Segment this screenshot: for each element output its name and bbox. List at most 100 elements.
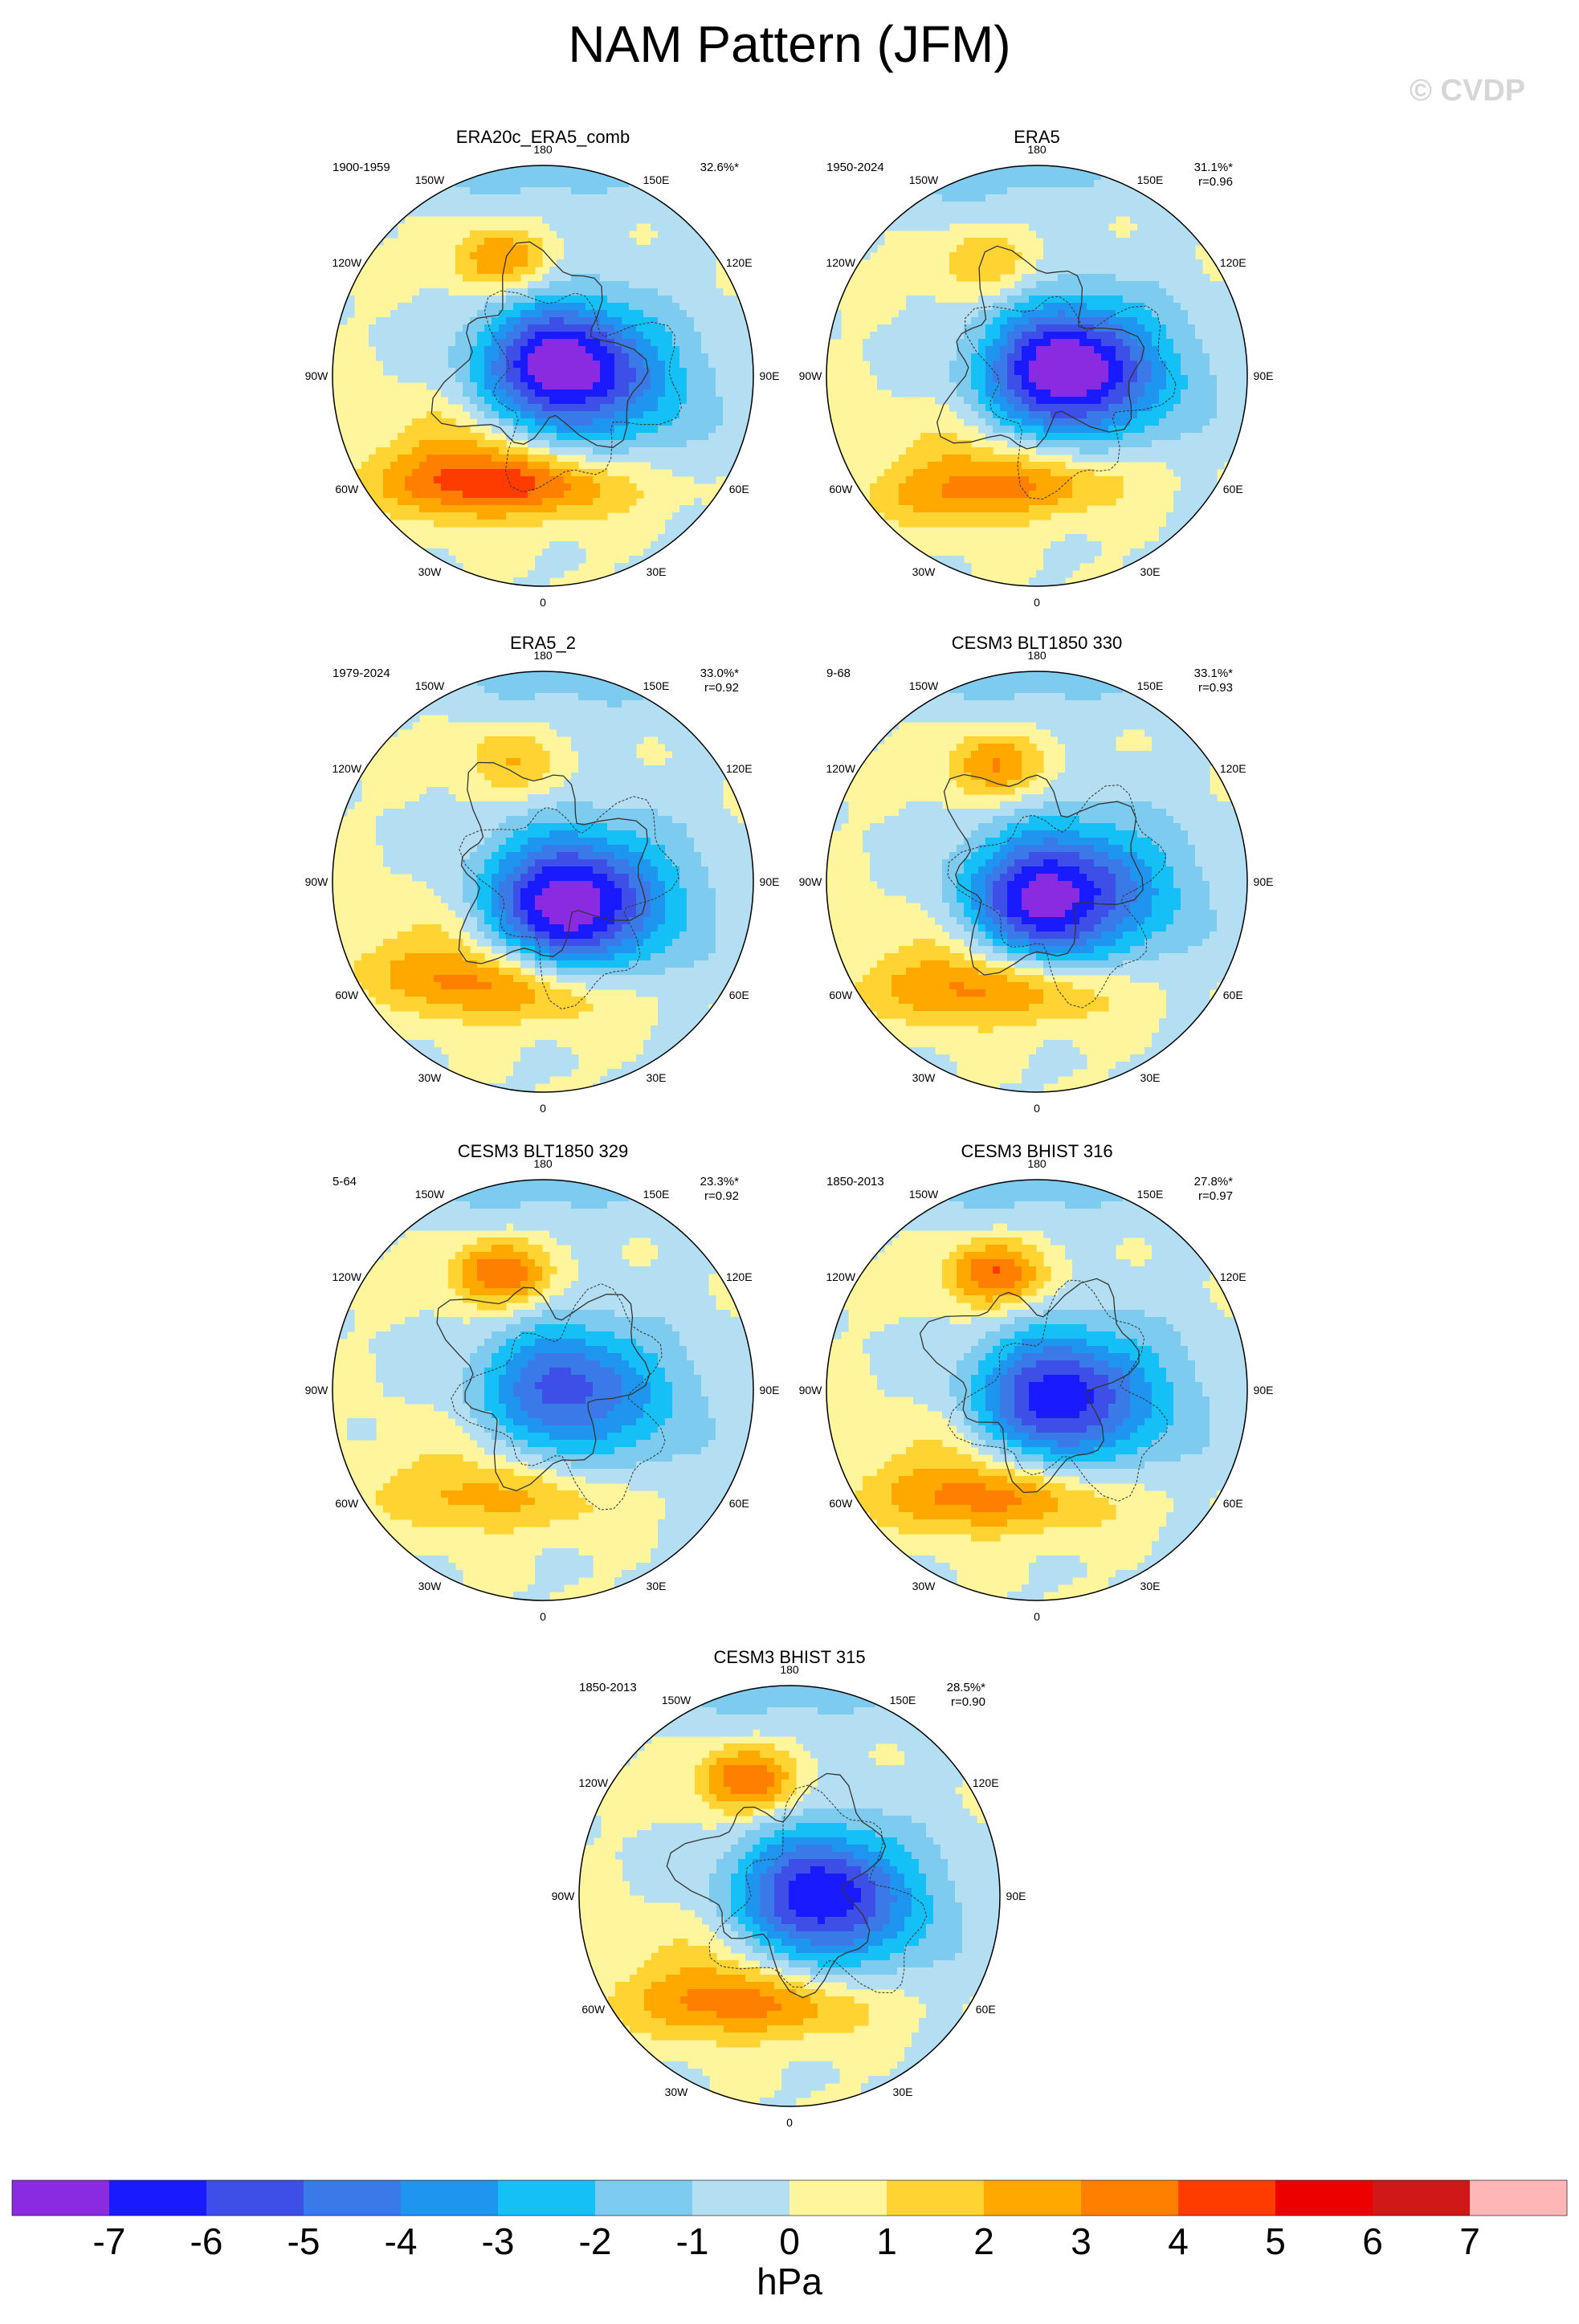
contour-cell xyxy=(448,794,456,802)
longitude-label: 120W xyxy=(332,256,361,269)
contour-cell xyxy=(694,751,702,759)
contour-cell xyxy=(1014,382,1022,390)
contour-cell xyxy=(549,830,557,838)
contour-cell xyxy=(412,303,420,311)
contour-cell xyxy=(600,223,608,231)
contour-cell xyxy=(1137,230,1145,239)
contour-cell xyxy=(1101,455,1109,463)
contour-cell xyxy=(571,816,579,824)
contour-cell xyxy=(426,801,435,809)
contour-cell xyxy=(455,505,463,513)
contour-cell xyxy=(651,281,659,289)
contour-cell xyxy=(607,433,615,441)
contour-cell xyxy=(549,787,557,795)
contour-cell xyxy=(1101,433,1109,441)
contour-cell xyxy=(935,447,943,455)
contour-cell xyxy=(1166,223,1174,231)
contour-cell xyxy=(383,223,391,231)
contour-cell xyxy=(578,404,586,412)
contour-cell xyxy=(694,267,702,275)
contour-cell xyxy=(1072,296,1080,304)
contour-cell xyxy=(1079,469,1087,477)
contour-cell xyxy=(906,209,914,217)
contour-cell xyxy=(470,404,478,412)
contour-cell xyxy=(672,462,680,470)
contour-cell xyxy=(1152,447,1160,455)
contour-cell xyxy=(723,296,731,304)
contour-cell xyxy=(434,548,442,557)
contour-cell xyxy=(412,476,420,484)
contour-cell xyxy=(1217,324,1225,332)
contour-cell xyxy=(884,216,892,224)
contour-cell xyxy=(964,332,972,340)
contour-cell xyxy=(913,353,921,361)
contour-cell xyxy=(492,520,500,528)
contour-cell xyxy=(1058,476,1066,484)
contour-cell xyxy=(448,389,456,398)
contour-cell xyxy=(1072,303,1080,311)
contour-cell xyxy=(470,230,478,239)
contour-cell xyxy=(1065,223,1073,231)
contour-cell xyxy=(694,288,702,296)
contour-cell xyxy=(636,187,644,195)
contour-cell xyxy=(985,462,994,470)
contour-cell xyxy=(557,505,565,513)
contour-cell xyxy=(899,462,907,470)
contour-cell xyxy=(1123,187,1131,195)
contour-cell xyxy=(672,324,680,332)
contour-cell xyxy=(694,758,702,766)
contour-cell xyxy=(506,455,514,463)
contour-cell xyxy=(448,418,456,426)
contour-cell xyxy=(1246,397,1247,405)
contour-cell xyxy=(578,411,586,419)
contour-cell xyxy=(593,751,601,759)
contour-cell xyxy=(1058,433,1066,441)
contour-cell xyxy=(1072,288,1080,296)
contour-cell xyxy=(434,823,442,831)
contour-cell xyxy=(506,361,514,369)
contour-cell xyxy=(448,801,456,809)
contour-cell xyxy=(1087,368,1095,376)
contour-cell xyxy=(528,707,536,716)
contour-cell xyxy=(513,679,521,687)
contour-cell xyxy=(665,534,673,542)
contour-cell xyxy=(1166,520,1174,528)
contour-cell xyxy=(405,823,413,831)
contour-cell xyxy=(535,491,543,499)
contour-cell xyxy=(564,686,572,694)
contour-cell xyxy=(928,368,936,376)
contour-cell xyxy=(614,252,622,260)
contour-cell xyxy=(1130,281,1138,289)
contour-cell xyxy=(723,368,731,376)
contour-cell xyxy=(571,744,579,752)
contour-cell xyxy=(600,397,608,405)
contour-cell xyxy=(593,216,601,224)
contour-cell xyxy=(629,700,637,708)
contour-cell xyxy=(730,332,738,340)
contour-cell xyxy=(1087,310,1095,318)
contour-cell xyxy=(1058,440,1066,448)
contour-cell xyxy=(629,252,637,260)
contour-cell xyxy=(499,751,507,759)
contour-cell xyxy=(1188,317,1196,325)
contour-cell xyxy=(737,332,745,340)
contour-cell xyxy=(549,194,557,202)
map-panels: 180150E120E90E60E30E030W60W90W120W150WER… xyxy=(305,127,1274,2129)
contour-cell xyxy=(593,223,601,231)
contour-cell xyxy=(949,361,957,369)
contour-cell xyxy=(1108,455,1116,463)
contour-cell xyxy=(542,801,550,809)
contour-cell xyxy=(585,173,594,181)
contour-cell xyxy=(1130,194,1138,202)
contour-cell xyxy=(1094,310,1102,318)
contour-cell xyxy=(964,404,972,412)
contour-cell xyxy=(1108,317,1116,325)
contour-cell xyxy=(463,801,471,809)
contour-cell xyxy=(455,823,463,831)
contour-cell xyxy=(513,707,521,716)
contour-cell xyxy=(390,216,398,224)
contour-cell xyxy=(1036,339,1044,347)
contour-cell xyxy=(535,245,543,253)
contour-cell xyxy=(492,296,500,304)
contour-cell xyxy=(419,361,427,369)
